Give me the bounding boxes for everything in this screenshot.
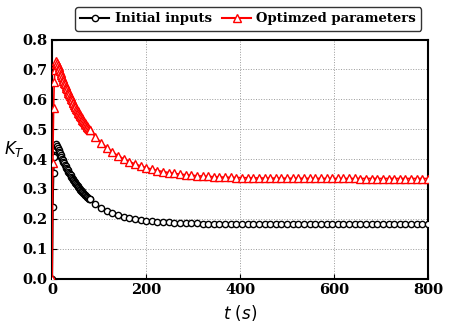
Optimzed parameters: [50, 277, 55, 280]
Initial inputs: [50, 277, 55, 280]
X-axis label: $t\ (s)$: $t\ (s)$: [223, 303, 257, 323]
Initial inputs: [54, 141, 59, 145]
Optimzed parameters: [239, 176, 244, 180]
Initial inputs: [420, 222, 425, 226]
Initial inputs: [286, 222, 292, 226]
Initial inputs: [394, 222, 399, 226]
Optimzed parameters: [400, 177, 405, 181]
Optimzed parameters: [54, 58, 59, 62]
Optimzed parameters: [394, 177, 399, 181]
Initial inputs: [239, 222, 244, 226]
Initial inputs: [425, 222, 431, 226]
Optimzed parameters: [286, 176, 292, 180]
Legend: Initial inputs, Optimzed parameters: Initial inputs, Optimzed parameters: [75, 7, 421, 31]
Optimzed parameters: [195, 174, 201, 178]
Initial inputs: [195, 221, 201, 225]
Y-axis label: $K_T$: $K_T$: [4, 139, 25, 159]
Optimzed parameters: [425, 177, 431, 181]
Line: Optimzed parameters: Optimzed parameters: [49, 56, 432, 282]
Optimzed parameters: [420, 177, 425, 181]
Line: Initial inputs: Initial inputs: [49, 140, 431, 282]
Initial inputs: [400, 222, 405, 226]
